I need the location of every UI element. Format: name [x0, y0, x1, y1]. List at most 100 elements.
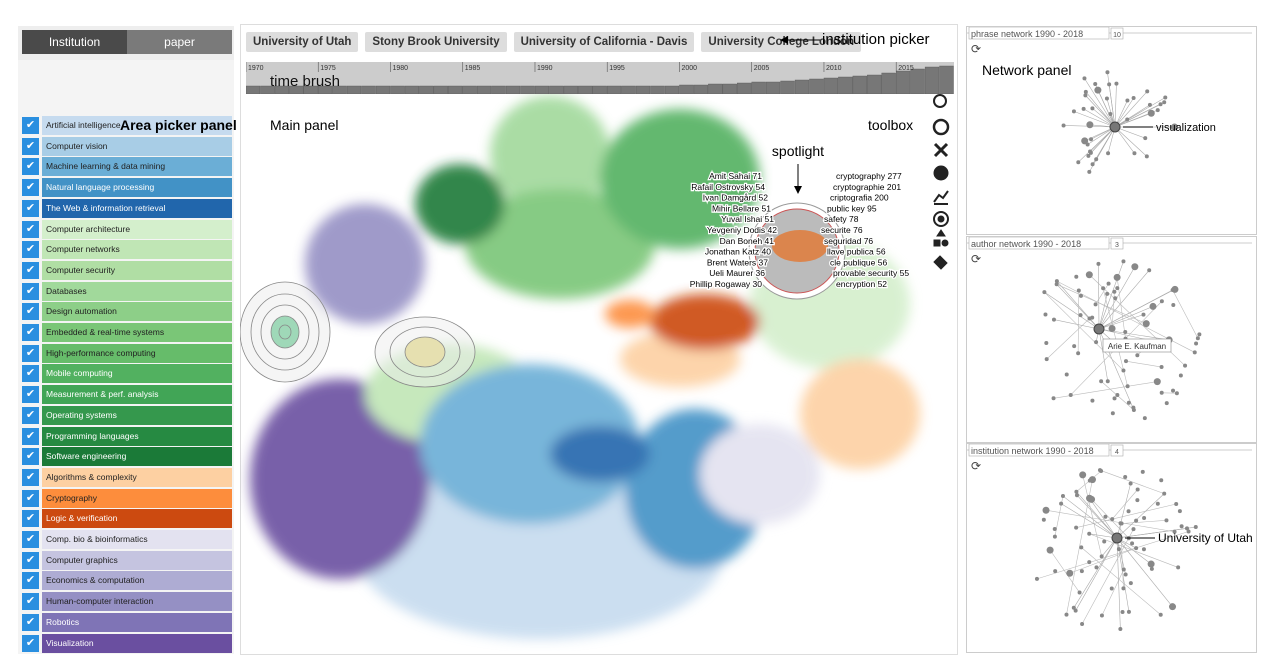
checkbox[interactable]: ✔: [22, 283, 39, 300]
phrase-label: criptografia 200: [830, 193, 889, 203]
area-row[interactable]: ✔Mobile computing: [22, 364, 232, 383]
checkbox[interactable]: ✔: [22, 614, 39, 631]
node: [1045, 357, 1049, 361]
checkbox[interactable]: ✔: [22, 531, 39, 548]
checkbox[interactable]: ✔: [22, 365, 39, 382]
palette-tool[interactable]: [934, 166, 948, 180]
area-row[interactable]: ✔Natural language processing: [22, 178, 232, 197]
histogram-bar: [477, 86, 491, 94]
checkbox[interactable]: ✔: [22, 345, 39, 362]
area-row[interactable]: ✔Logic & verification: [22, 509, 232, 528]
area-row[interactable]: ✔Computer networks: [22, 240, 232, 259]
checkbox[interactable]: ✔: [22, 138, 39, 155]
target-tool-center[interactable]: [938, 216, 944, 222]
area-row[interactable]: ✔Computer graphics: [22, 551, 232, 570]
area-row[interactable]: ✔Computer vision: [22, 137, 232, 156]
author-label: Brent Waters 37: [707, 257, 768, 267]
area-row[interactable]: ✔The Web & information retrieval: [22, 199, 232, 218]
area-row[interactable]: ✔Comp. bio & bioinformatics: [22, 530, 232, 549]
area-row[interactable]: ✔Operating systems: [22, 406, 232, 425]
area-row[interactable]: ✔High-performance computing: [22, 344, 232, 363]
node: [1077, 288, 1081, 292]
checkbox[interactable]: ✔: [22, 303, 39, 320]
institution-button[interactable]: Stony Brook University: [365, 32, 506, 52]
checkbox[interactable]: ✔: [22, 510, 39, 527]
author-label: Yuval Ishai 51: [721, 214, 774, 224]
area-row[interactable]: ✔Robotics: [22, 613, 232, 632]
checkbox[interactable]: ✔: [22, 552, 39, 569]
histogram-bar: [362, 86, 376, 94]
node: [1171, 303, 1175, 307]
node: [1121, 610, 1125, 614]
node: [1053, 535, 1057, 539]
checkbox[interactable]: ✔: [22, 386, 39, 403]
shape-tool-circle[interactable]: [942, 240, 948, 246]
checkbox[interactable]: ✔: [22, 407, 39, 424]
toggle-button[interactable]: paper: [127, 30, 232, 54]
node: [1194, 525, 1198, 529]
node: [1090, 399, 1094, 403]
checkbox[interactable]: ✔: [22, 469, 39, 486]
node: [1080, 622, 1084, 626]
lasso-tool[interactable]: [934, 120, 948, 134]
node: [1162, 492, 1166, 496]
edge: [1115, 127, 1147, 156]
checkbox[interactable]: ✔: [22, 428, 39, 445]
histogram-bar: [867, 75, 881, 94]
area-row[interactable]: ✔Algorithms & complexity: [22, 468, 232, 487]
node: [1175, 391, 1179, 395]
histogram-bar: [578, 86, 592, 94]
checkbox[interactable]: ✔: [22, 221, 39, 238]
node: [1110, 586, 1114, 590]
chart-tool[interactable]: [934, 191, 948, 204]
area-row[interactable]: ✔Human-computer interaction: [22, 592, 232, 611]
checkbox[interactable]: ✔: [22, 117, 39, 134]
checkbox[interactable]: ✔: [22, 593, 39, 610]
histogram-bar: [593, 86, 607, 94]
checkbox[interactable]: ✔: [22, 241, 39, 258]
area-row[interactable]: ✔Economics & computation: [22, 571, 232, 590]
node: [1143, 320, 1150, 327]
node: [1169, 603, 1176, 610]
area-row[interactable]: ✔Machine learning & data mining: [22, 157, 232, 176]
node: [1125, 118, 1129, 122]
node: [1079, 545, 1083, 549]
area-row[interactable]: ✔Computer architecture: [22, 220, 232, 239]
node: [1062, 123, 1066, 127]
toggle-button[interactable]: Institution: [22, 30, 127, 54]
institution-button[interactable]: University of California - Davis: [514, 32, 695, 52]
checkbox[interactable]: ✔: [22, 179, 39, 196]
node: [1141, 470, 1145, 474]
node: [1100, 554, 1104, 558]
galaxy-view: Main panel toolbox spotlight Amit Sahai …: [240, 94, 956, 651]
area-row[interactable]: ✔Embedded & real-time systems: [22, 323, 232, 342]
node: [1148, 110, 1155, 117]
node: [1121, 369, 1125, 373]
institution-button[interactable]: University of Utah: [246, 32, 358, 52]
area-row[interactable]: ✔Software engineering: [22, 447, 232, 466]
checkbox[interactable]: ✔: [22, 572, 39, 589]
area-row[interactable]: ✔Computer security: [22, 261, 232, 280]
checkbox[interactable]: ✔: [22, 448, 39, 465]
area-row[interactable]: ✔Cryptography: [22, 489, 232, 508]
area-row[interactable]: ✔Databases: [22, 282, 232, 301]
area-label: Operating systems: [42, 406, 232, 425]
area-row[interactable]: ✔Measurement & perf. analysis: [22, 385, 232, 404]
histogram-bar: [434, 86, 448, 94]
checkbox[interactable]: ✔: [22, 635, 39, 652]
checkbox[interactable]: ✔: [22, 262, 39, 279]
area-row[interactable]: ✔Design automation: [22, 302, 232, 321]
area-row[interactable]: ✔Programming languages: [22, 427, 232, 446]
histogram-bar: [708, 84, 722, 94]
area-row[interactable]: ✔Visualization: [22, 634, 232, 653]
fill-tool[interactable]: [934, 256, 947, 269]
checkbox[interactable]: ✔: [22, 200, 39, 217]
spotlight-points: [772, 230, 828, 262]
zoom-tool[interactable]: [934, 95, 946, 107]
edge: [1112, 489, 1137, 519]
expand-tool[interactable]: [935, 144, 947, 156]
checkbox[interactable]: ✔: [22, 158, 39, 175]
checkbox[interactable]: ✔: [22, 324, 39, 341]
checkbox[interactable]: ✔: [22, 490, 39, 507]
